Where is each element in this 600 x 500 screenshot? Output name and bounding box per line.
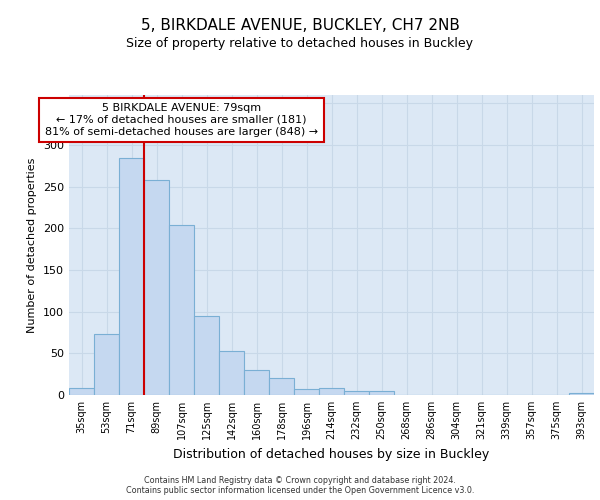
Bar — [269, 378, 294, 395]
Bar — [119, 158, 144, 395]
Text: Size of property relative to detached houses in Buckley: Size of property relative to detached ho… — [127, 38, 473, 51]
Bar — [69, 388, 94, 395]
X-axis label: Distribution of detached houses by size in Buckley: Distribution of detached houses by size … — [173, 448, 490, 460]
Bar — [344, 391, 369, 395]
Bar — [319, 388, 344, 395]
Text: 5 BIRKDALE AVENUE: 79sqm
← 17% of detached houses are smaller (181)
81% of semi-: 5 BIRKDALE AVENUE: 79sqm ← 17% of detach… — [45, 104, 318, 136]
Bar — [219, 351, 244, 395]
Bar — [369, 391, 394, 395]
Bar — [94, 334, 119, 395]
Bar — [244, 370, 269, 395]
Bar — [194, 316, 219, 395]
Bar — [569, 392, 594, 395]
Text: 5, BIRKDALE AVENUE, BUCKLEY, CH7 2NB: 5, BIRKDALE AVENUE, BUCKLEY, CH7 2NB — [140, 18, 460, 32]
Bar — [294, 389, 319, 395]
Bar — [169, 225, 194, 395]
Text: Contains HM Land Registry data © Crown copyright and database right 2024.
Contai: Contains HM Land Registry data © Crown c… — [126, 476, 474, 495]
Bar — [144, 180, 169, 395]
Y-axis label: Number of detached properties: Number of detached properties — [28, 158, 37, 332]
